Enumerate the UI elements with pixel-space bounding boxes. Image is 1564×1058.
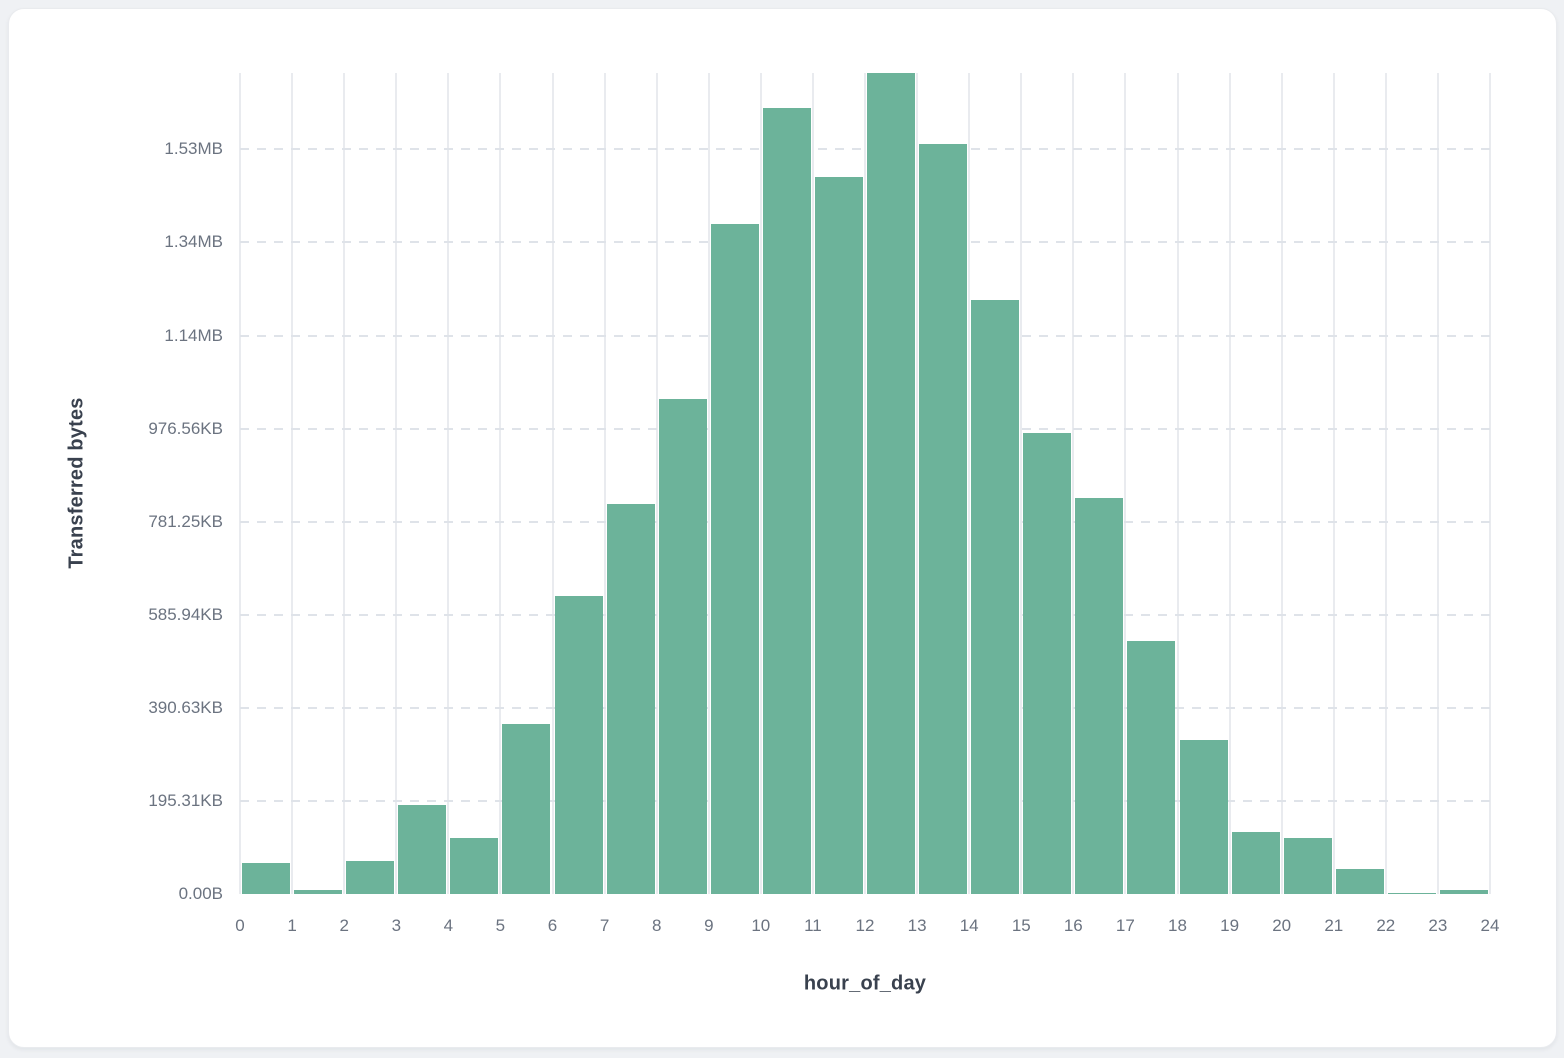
vertical-gridline bbox=[239, 73, 241, 894]
histogram-bar[interactable] bbox=[346, 861, 395, 894]
histogram-bar[interactable] bbox=[1023, 432, 1072, 894]
x-axis-tick-label: 20 bbox=[1272, 916, 1292, 935]
x-axis-tick-label: 7 bbox=[599, 916, 610, 935]
x-axis-tick-label: 22 bbox=[1376, 916, 1396, 935]
y-axis-tick-label: 781.25KB bbox=[148, 511, 223, 531]
histogram-bar[interactable] bbox=[867, 73, 916, 894]
histogram-bar[interactable] bbox=[1075, 497, 1124, 894]
x-axis-tick-label: 15 bbox=[1011, 916, 1031, 935]
x-axis-tick-label: 11 bbox=[804, 916, 822, 935]
vertical-gridline bbox=[551, 73, 554, 894]
y-axis-title: Transferred bytes bbox=[65, 397, 88, 569]
histogram-bar[interactable] bbox=[1231, 832, 1280, 894]
histogram-bar[interactable] bbox=[450, 838, 499, 894]
x-axis-tick-label: 10 bbox=[751, 916, 771, 935]
histogram-bar[interactable] bbox=[242, 863, 291, 894]
x-axis-title: hour_of_day bbox=[803, 972, 927, 995]
histogram-bar[interactable] bbox=[1439, 889, 1488, 894]
horizontal-gridline bbox=[240, 706, 1490, 709]
histogram-bar[interactable] bbox=[710, 223, 759, 894]
vertical-gridline bbox=[916, 73, 919, 894]
histogram-bar[interactable] bbox=[1179, 740, 1228, 894]
histogram-bar[interactable] bbox=[1127, 641, 1176, 894]
vertical-gridline bbox=[1332, 73, 1335, 894]
x-axis-tick-label: 14 bbox=[959, 916, 979, 935]
x-axis-tick-label: 2 bbox=[339, 916, 349, 935]
y-axis-tick-label: 1.34MB bbox=[164, 232, 223, 252]
y-axis-tick-label: 585.94KB bbox=[148, 604, 223, 624]
histogram-bar[interactable] bbox=[554, 596, 603, 894]
horizontal-gridline bbox=[240, 148, 1490, 151]
vertical-gridline bbox=[811, 73, 814, 894]
histogram-bar[interactable] bbox=[1283, 838, 1332, 894]
horizontal-gridline bbox=[240, 241, 1490, 244]
vertical-gridline bbox=[1176, 73, 1179, 894]
histogram-bar[interactable] bbox=[658, 398, 707, 894]
vertical-gridline bbox=[499, 73, 502, 894]
x-axis-tick-label: 12 bbox=[855, 916, 875, 935]
histogram-chart: 0.00B 195.31KB 390.63KB 585.94KB 781.25KB 976… bbox=[9, 9, 1556, 1047]
vertical-gridline bbox=[1072, 73, 1075, 894]
x-axis-tick-label: 17 bbox=[1115, 916, 1135, 935]
histogram-bar[interactable] bbox=[502, 724, 551, 894]
x-axis-tick-label: 18 bbox=[1168, 916, 1187, 935]
histogram-bar[interactable] bbox=[294, 889, 343, 894]
y-axis-tick-label: 1.14MB bbox=[164, 325, 223, 345]
x-axis-tick-label: 1 bbox=[287, 916, 297, 935]
vertical-gridline bbox=[1280, 73, 1283, 894]
histogram-bar[interactable] bbox=[606, 504, 655, 894]
histogram-bar[interactable] bbox=[814, 176, 863, 894]
horizontal-gridline bbox=[240, 520, 1490, 523]
histogram-bar[interactable] bbox=[1335, 868, 1384, 894]
vertical-gridline bbox=[655, 73, 658, 894]
horizontal-gridline bbox=[240, 334, 1490, 337]
vertical-gridline bbox=[707, 73, 710, 894]
x-axis-tick-label: 6 bbox=[547, 916, 558, 935]
vertical-gridline bbox=[759, 73, 762, 894]
x-axis-tick-label: 23 bbox=[1428, 916, 1448, 935]
histogram-bar[interactable] bbox=[398, 805, 447, 894]
y-axis-tick-label: 0.00B bbox=[178, 884, 223, 903]
vertical-gridline bbox=[1489, 73, 1491, 894]
vertical-gridline bbox=[864, 73, 866, 894]
histogram-bar[interactable] bbox=[1387, 892, 1436, 894]
vertical-gridline bbox=[1228, 73, 1231, 894]
horizontal-gridline bbox=[240, 799, 1490, 802]
horizontal-gridline bbox=[240, 613, 1490, 616]
x-axis-tick-label: 5 bbox=[495, 916, 506, 935]
y-axis-tick-label: 1.53MB bbox=[164, 139, 223, 159]
vertical-gridline bbox=[447, 73, 450, 894]
vertical-gridline bbox=[968, 73, 971, 894]
x-axis-tick-label: 0 bbox=[235, 916, 245, 935]
histogram-bar[interactable] bbox=[762, 108, 811, 894]
histogram-bar[interactable] bbox=[971, 299, 1020, 894]
vertical-gridline bbox=[1436, 73, 1439, 894]
vertical-gridline bbox=[603, 73, 606, 894]
vertical-gridline bbox=[343, 73, 346, 894]
x-axis-tick-label: 16 bbox=[1063, 916, 1083, 935]
horizontal-gridline bbox=[240, 427, 1490, 430]
chart-card: 0.00B 195.31KB 390.63KB 585.94KB 781.25KB 976… bbox=[8, 8, 1557, 1048]
x-axis-tick-label: 19 bbox=[1220, 916, 1240, 935]
x-axis-tick-label: 3 bbox=[391, 916, 402, 935]
vertical-gridline bbox=[1124, 73, 1127, 894]
vertical-gridline bbox=[1020, 73, 1023, 894]
histogram-bar[interactable] bbox=[919, 143, 968, 894]
x-axis-tick-label: 8 bbox=[651, 916, 662, 935]
vertical-gridline bbox=[395, 73, 398, 894]
x-axis-tick-label: 4 bbox=[443, 916, 454, 935]
x-axis-tick-label: 13 bbox=[907, 916, 927, 935]
y-axis-tick-label: 976.56KB bbox=[148, 418, 223, 438]
x-axis-tick-label: 9 bbox=[704, 916, 714, 935]
vertical-gridline bbox=[291, 73, 294, 894]
y-axis-tick-label: 195.31KB bbox=[148, 790, 223, 810]
vertical-gridline bbox=[1384, 73, 1387, 894]
x-axis-tick-label: 21 bbox=[1324, 916, 1344, 935]
x-axis-tick-label: 24 bbox=[1480, 916, 1500, 935]
y-axis-tick-label: 390.63KB bbox=[148, 697, 223, 717]
